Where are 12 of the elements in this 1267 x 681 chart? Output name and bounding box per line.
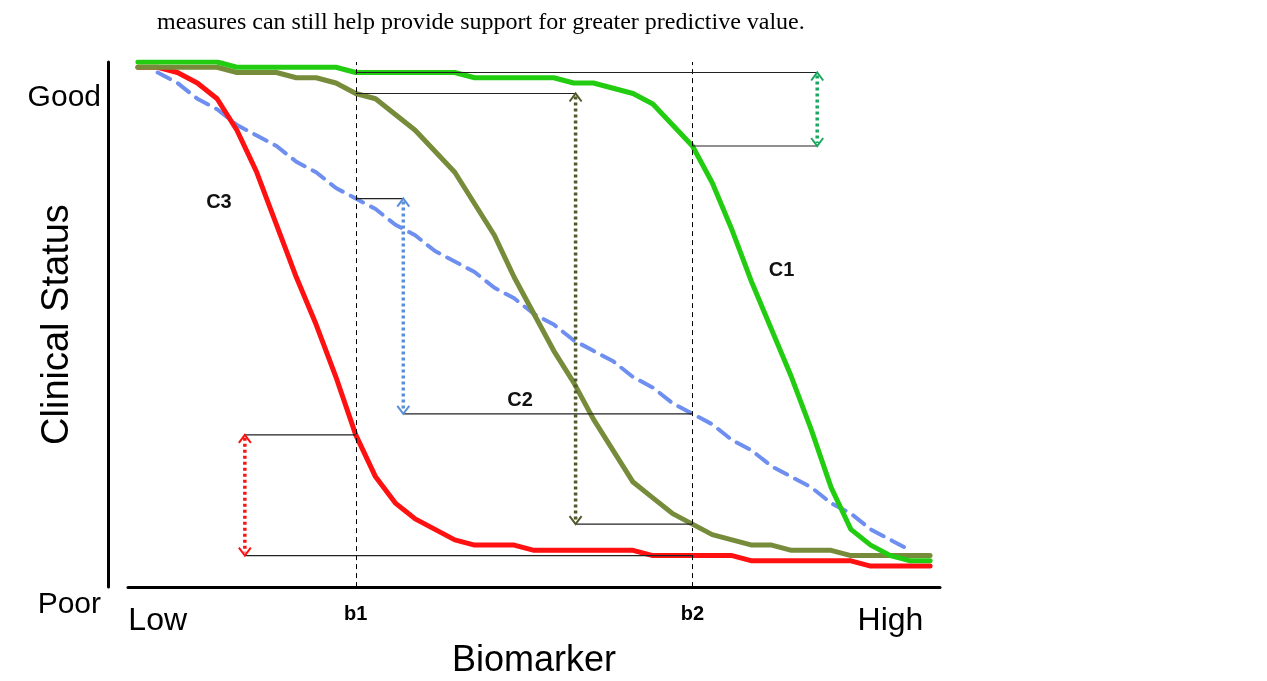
x-tick-label: b1 — [344, 602, 368, 625]
text: Poor — [37, 585, 101, 619]
series-label: C2 — [507, 388, 533, 411]
x-tick-label: Low — [128, 601, 188, 638]
x-tick-label: b2 — [680, 602, 705, 625]
text: measures can still help provide support for greater predictive value. — [157, 8, 805, 34]
y-axis-title: Clinical Status — [34, 204, 76, 445]
series-label: C1 — [768, 257, 795, 280]
x-tick-label: High — [857, 601, 924, 638]
text: Good — [27, 78, 101, 112]
series-label: C3 — [206, 190, 232, 213]
x-axis-title: Biomarker — [451, 637, 617, 679]
